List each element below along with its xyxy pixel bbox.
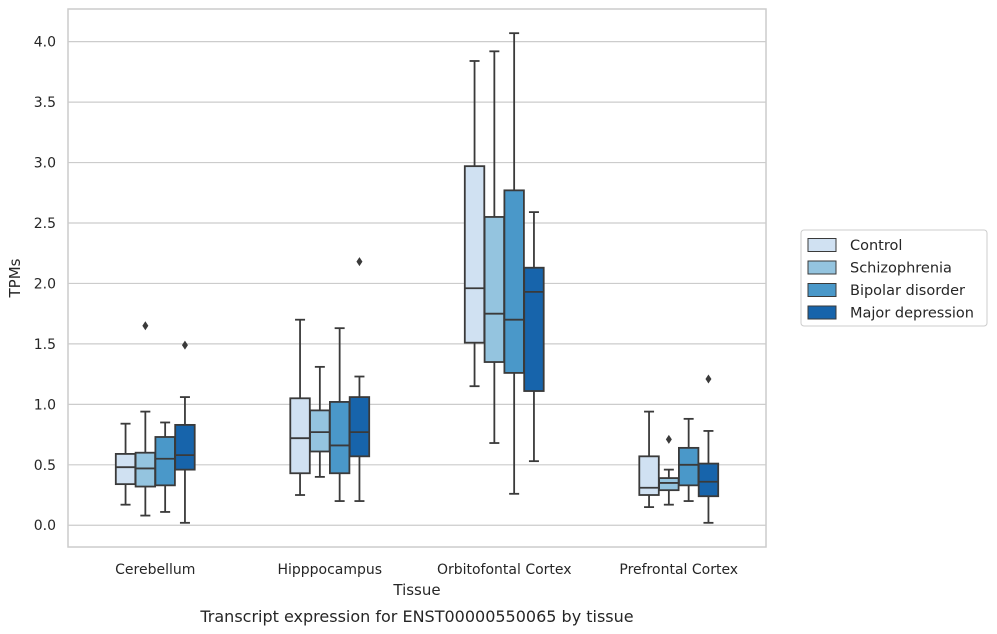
- box-iqr: [659, 478, 679, 490]
- y-tick-label: 1.0: [34, 397, 56, 413]
- x-tick-label: Cerebellum: [115, 562, 195, 578]
- legend-label: Schizophrenia: [850, 261, 952, 277]
- box-iqr: [465, 166, 485, 343]
- box-iqr: [679, 448, 699, 485]
- x-tick-label: Prefrontal Cortex: [619, 562, 738, 578]
- x-tick-label: Orbitofontal Cortex: [437, 562, 572, 578]
- y-tick-label: 1.5: [34, 337, 56, 353]
- legend-swatch: [808, 239, 836, 252]
- box-iqr: [330, 402, 350, 473]
- legend-label: Major depression: [850, 306, 974, 322]
- x-axis-ticks: Cerebellum Hipppocampus Orbitofontal Corte…: [115, 562, 738, 578]
- box-iqr: [136, 453, 156, 487]
- legend-label: Bipolar disorder: [850, 283, 965, 299]
- y-tick-label: 2.0: [34, 276, 56, 292]
- box-iqr: [485, 217, 505, 362]
- box-iqr: [175, 425, 195, 470]
- box-iqr: [290, 398, 310, 473]
- legend-label: Control: [850, 238, 902, 254]
- y-tick-label: 3.5: [34, 95, 56, 111]
- box-iqr: [116, 454, 136, 484]
- x-tick-label: Hipppocampus: [277, 562, 382, 578]
- legend: Control Schizophrenia Bipolar disorder Majo…: [801, 230, 987, 326]
- box-plot-chart: 0.0 0.5 1.0 1.5 2.0 2.5 3.0 3.5 4.0 Cerebellum Hi…: [0, 0, 997, 634]
- box-iqr: [639, 456, 659, 495]
- y-tick-label: 0.0: [34, 518, 56, 534]
- box-iqr: [524, 268, 544, 391]
- legend-swatch: [808, 284, 836, 297]
- y-axis-ticks: 0.0 0.5 1.0 1.5 2.0 2.5 3.0 3.5 4.0: [34, 35, 56, 535]
- legend-swatch: [808, 261, 836, 274]
- y-axis-label: TPMs: [6, 258, 24, 298]
- box-iqr: [310, 410, 330, 451]
- y-tick-label: 0.5: [34, 458, 56, 474]
- y-tick-label: 2.5: [34, 216, 56, 232]
- legend-swatch: [808, 306, 836, 319]
- y-tick-label: 4.0: [34, 35, 56, 51]
- box-iqr: [699, 464, 719, 497]
- y-tick-label: 3.0: [34, 156, 56, 172]
- chart-caption: Transcript expression for ENST0000055006…: [199, 607, 633, 626]
- box-iqr: [155, 437, 175, 485]
- x-axis-label: Tissue: [392, 581, 440, 599]
- box-iqr: [350, 397, 370, 456]
- box-iqr: [504, 190, 524, 373]
